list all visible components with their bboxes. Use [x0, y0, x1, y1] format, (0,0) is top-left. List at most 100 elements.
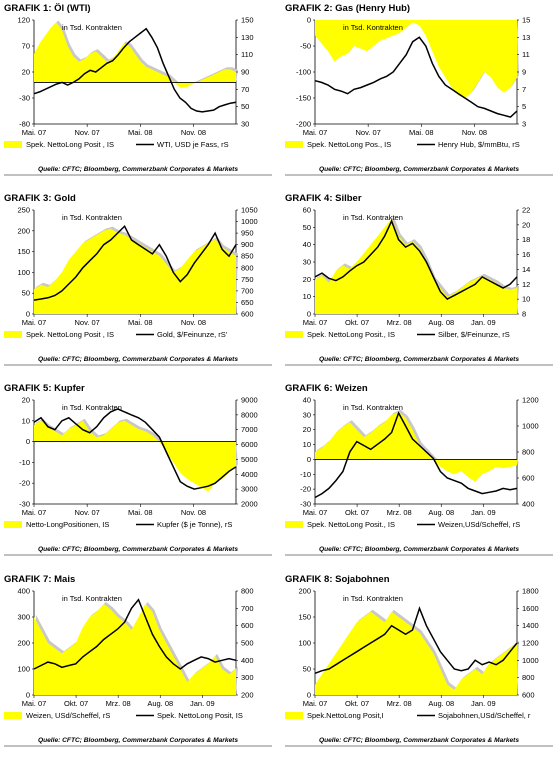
left-tick-label: 20	[22, 68, 30, 77]
right-tick-label: 6000	[241, 440, 258, 449]
x-tick-label: Nov. 08	[181, 508, 206, 517]
right-tick-label: 950	[241, 229, 254, 238]
legend-swatch-area	[4, 521, 22, 528]
right-tick-label: 200	[241, 691, 254, 700]
legend-label-area: Spek.NettoLong Posit,I	[307, 711, 384, 720]
source-note: Quelle: CFTC; Bloomberg, Commerzbank Cor…	[319, 737, 519, 744]
unit-label: in Tsd. Kontrakten	[343, 23, 403, 32]
x-tick-label: Nov. 08	[181, 128, 206, 137]
legend-label-line: WTI, USD je Fass, rS	[157, 140, 229, 149]
right-tick-label: 10	[522, 295, 530, 304]
left-tick-label: 50	[22, 289, 30, 298]
chart-svg: GRAFIK 4: Silber 60 50 40 30 20 10 0 22 20 18 16 14 1…	[285, 193, 553, 366]
x-tick-label: Mrz. 08	[387, 699, 412, 708]
right-tick-label: 700	[241, 604, 254, 613]
left-tick-label: -20	[19, 479, 30, 488]
left-tick-label: 10	[303, 292, 311, 301]
left-tick-label: 0	[307, 691, 311, 700]
x-tick-label: Mai. 08	[128, 508, 153, 517]
left-tick-label: -10	[300, 470, 311, 479]
x-tick-label: Okt. 07	[64, 699, 88, 708]
x-tick-label: Nov. 07	[356, 128, 381, 137]
unit-label: in Tsd. Kontrakten	[62, 23, 122, 32]
x-tick-label: Nov. 08	[181, 318, 206, 327]
unit-label: in Tsd. Kontrakten	[343, 403, 403, 412]
right-tick-label: 4000	[241, 470, 258, 479]
legend-label-line: Gold, $/Feinunze, rS'	[157, 330, 228, 339]
chart-svg: GRAFIK 2: Gas (Henry Hub) 0 -50 -100 -150 -20…	[285, 3, 553, 176]
left-tick-label: 200	[298, 587, 311, 596]
chart-svg: GRAFIK 8: Sojabohnen 200 150 100 50 0 1800 1600…	[285, 574, 553, 747]
chart-panel-6: GRAFIK 6: Weizen 40 30 20 10 0 -10 -20 -30 1200 10…	[285, 382, 553, 569]
source-note: Quelle: CFTC; Bloomberg, Commerzbank Cor…	[38, 356, 238, 363]
chart-title: GRAFIK 2: Gas (Henry Hub)	[285, 3, 410, 14]
left-tick-label: 100	[17, 665, 30, 674]
right-tick-label: 150	[241, 16, 254, 25]
left-tick-label: -30	[19, 94, 30, 103]
unit-label: in Tsd. Kontrakten	[62, 213, 122, 222]
x-tick-label: Okt. 07	[345, 318, 369, 327]
right-tick-label: 11	[522, 50, 530, 59]
chart-panel-5: GRAFIK 5: Kupfer 20 10 0 -10 -20 -30 9000 8000 70…	[4, 382, 272, 569]
right-tick-label: 600	[241, 621, 254, 630]
right-tick-label: 1200	[522, 396, 539, 405]
legend-swatch-area	[285, 141, 303, 148]
right-tick-label: 800	[241, 587, 254, 596]
left-tick-label: 100	[17, 268, 30, 277]
price-line	[314, 219, 518, 301]
net-long-area	[315, 20, 517, 98]
price-line	[33, 27, 237, 113]
source-note: Quelle: CFTC; Bloomberg, Commerzbank Cor…	[319, 356, 519, 363]
left-tick-label: 150	[17, 247, 30, 256]
net-long-area	[315, 411, 517, 482]
legend-label-line: Sojabohnen,USd/Scheffel, r	[438, 711, 531, 720]
right-tick-label: 500	[241, 639, 254, 648]
x-tick-label: Jan. 09	[471, 318, 496, 327]
x-tick-label: Nov. 08	[462, 128, 487, 137]
legend-swatch-area	[285, 521, 303, 528]
x-tick-label: Mrz. 08	[387, 318, 412, 327]
legend-label-area: Spek. NettoLong Posit , IS	[26, 140, 114, 149]
x-tick-label: Jan. 09	[471, 699, 496, 708]
chart-panel-2: GRAFIK 2: Gas (Henry Hub) 0 -50 -100 -150 -20…	[285, 2, 553, 189]
chart-title: GRAFIK 3: Gold	[4, 193, 76, 204]
x-tick-label: Mrz. 08	[106, 699, 131, 708]
right-tick-label: 8	[522, 310, 526, 319]
net-long-area	[34, 22, 236, 88]
legend-label-area: Weizen, USd/Scheffel, rS	[26, 711, 110, 720]
left-tick-label: 200	[17, 226, 30, 235]
x-tick-label: Okt. 07	[345, 508, 369, 517]
right-tick-label: 3000	[241, 485, 258, 494]
legend-label-line: Henry Hub, $/mmBtu, rS	[438, 140, 520, 149]
right-tick-label: 90	[241, 68, 249, 77]
x-tick-label: Nov. 07	[75, 508, 100, 517]
legend-label-area: Spek. NettoLong Posit., IS	[307, 520, 395, 529]
source-note: Quelle: CFTC; Bloomberg, Commerzbank Cor…	[38, 737, 238, 744]
x-tick-label: Mai. 07	[303, 508, 328, 517]
net-long-area	[34, 228, 236, 314]
left-tick-label: 250	[17, 206, 30, 215]
right-tick-label: 1600	[522, 604, 539, 613]
legend-label-area: Spek. NettoLong Posit., IS	[307, 330, 395, 339]
left-tick-label: -30	[300, 500, 311, 509]
legend-label-area: Netto-LongPositionen, IS	[26, 520, 109, 529]
legend-label-line: Kupfer ($ je Tonne), rS	[157, 520, 232, 529]
left-tick-label: 70	[22, 42, 30, 51]
chart-panel-4: GRAFIK 4: Silber 60 50 40 30 20 10 0 22 20 18 16 14 1…	[285, 192, 553, 379]
chart-title: GRAFIK 1: Öl (WTI)	[4, 3, 91, 14]
right-tick-label: 1000	[522, 656, 539, 665]
left-tick-label: 120	[17, 16, 30, 25]
left-tick-label: 0	[307, 310, 311, 319]
left-tick-label: -50	[300, 42, 311, 51]
net-long-area	[34, 604, 236, 695]
x-tick-label: Mai. 07	[303, 318, 328, 327]
right-tick-label: 3	[522, 120, 526, 129]
left-tick-label: 20	[303, 425, 311, 434]
net-long-area	[315, 218, 517, 314]
legend-label-line: Silber, $/Feinunze, rS	[438, 330, 510, 339]
net-long-area	[34, 420, 236, 492]
right-tick-label: 5	[522, 102, 526, 111]
right-tick-label: 400	[522, 500, 535, 509]
unit-label: in Tsd. Kontrakten	[62, 403, 122, 412]
x-tick-label: Mai. 08	[409, 128, 434, 137]
